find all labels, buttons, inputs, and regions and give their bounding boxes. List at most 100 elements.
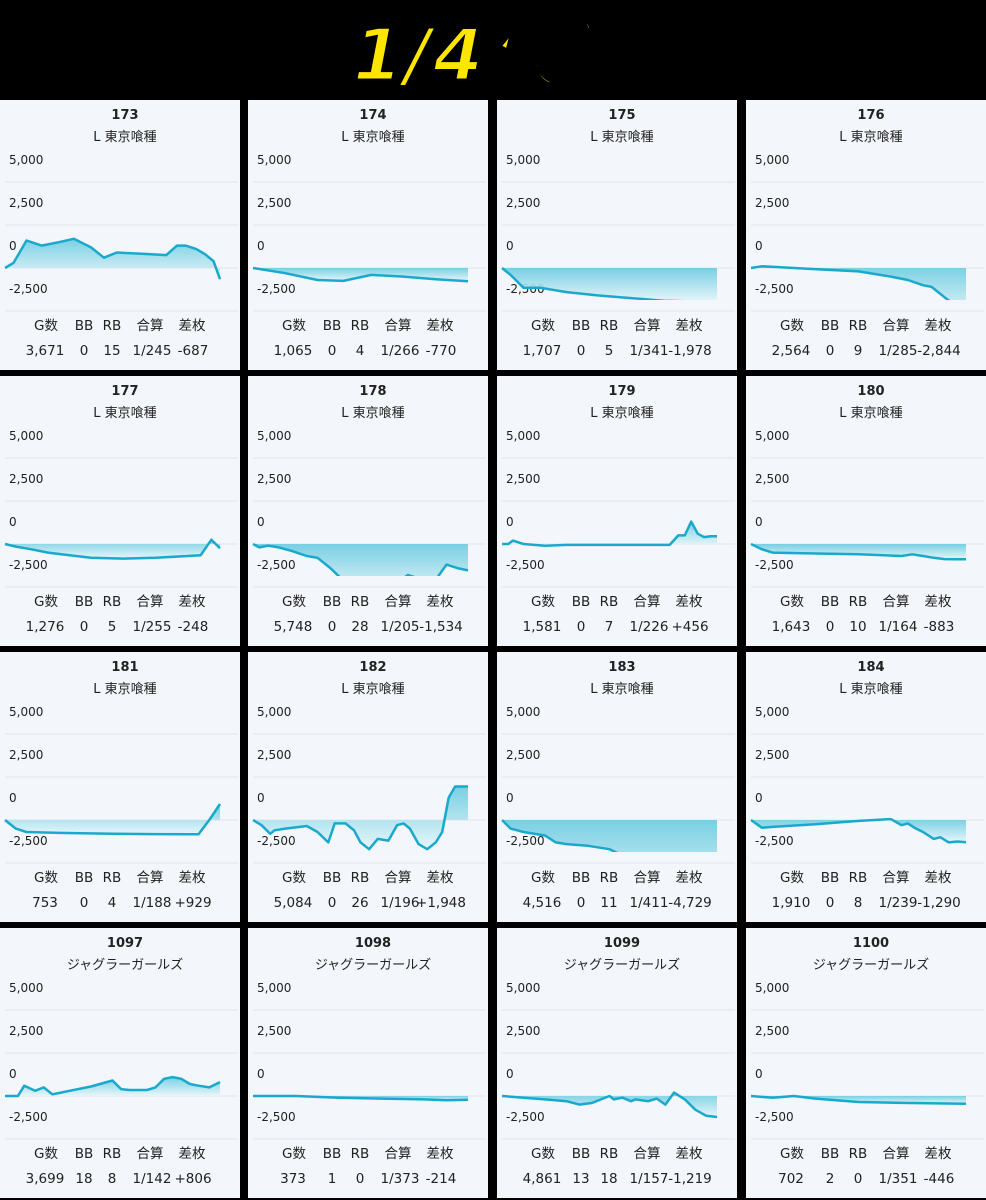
machine-chart: 184 L 東京喰種 5,000 2,500 0 -2,500 G数 BB RB 合算 差枚 1,91…	[750, 660, 984, 911]
stat-value: 26	[351, 895, 368, 911]
stat-value: +929	[174, 895, 211, 911]
area-fill	[253, 544, 468, 576]
stat-header: 差枚	[676, 1146, 704, 1162]
series-line	[750, 542, 966, 561]
stat-value: 4	[108, 895, 117, 911]
machine-card: 183 L 東京喰種 5,000 2,500 0 -2,500 G数 BB RB 合算 差枚 4,51…	[497, 652, 737, 922]
y-tick-label: 5,000	[506, 981, 540, 995]
stat-header: 合算	[883, 1146, 910, 1162]
machine-name: L 東京喰種	[93, 405, 156, 421]
y-tick-label: 5,000	[755, 705, 789, 719]
stat-value: 3,699	[26, 1171, 65, 1187]
stat-header: BB	[572, 318, 591, 334]
machine-name: ジャグラーガールズ	[564, 957, 680, 973]
series-line	[252, 266, 469, 283]
series-line	[252, 542, 469, 576]
stat-value: 0	[826, 343, 835, 359]
machine-name: L 東京喰種	[93, 681, 156, 697]
stat-value: 1/341	[630, 343, 669, 359]
stat-value: -1,534	[419, 619, 463, 635]
y-tick-label: 5,000	[9, 153, 43, 167]
machine-card: 177 L 東京喰種 5,000 2,500 0 -2,500 G数 BB RB 合算 差枚 1,27…	[0, 376, 240, 646]
stat-value: 4,861	[523, 1171, 562, 1187]
stat-value: 0	[80, 619, 89, 635]
y-tick-label: 0	[755, 791, 763, 805]
y-tick-label: 2,500	[755, 196, 789, 210]
stat-header: 差枚	[427, 870, 454, 886]
y-tick-label: 0	[257, 1067, 265, 1081]
area-fill	[502, 820, 717, 852]
stat-header: BB	[572, 594, 591, 610]
series-line	[4, 803, 222, 836]
stat-value: +456	[671, 619, 708, 635]
y-tick-label: 5,000	[506, 705, 540, 719]
stat-value: 1/188	[133, 895, 172, 911]
machine-card: 1100 ジャグラーガールズ 5,000 2,500 0 -2,500 G数 BB RB 合算 差枚…	[746, 928, 986, 1198]
stat-header: G数	[282, 594, 306, 610]
stat-header: RB	[103, 318, 122, 334]
machine-number: 183	[608, 660, 635, 675]
y-tick-label: -2,500	[755, 282, 794, 296]
machine-name: L 東京喰種	[93, 129, 156, 145]
stat-value: 8	[108, 1171, 117, 1187]
stat-header: BB	[821, 870, 840, 886]
y-tick-label: -2,500	[506, 1110, 545, 1124]
y-tick-label: 5,000	[257, 705, 291, 719]
stat-header: 合算	[137, 870, 164, 886]
stat-value: -770	[426, 343, 457, 359]
machine-name: L 東京喰種	[839, 681, 902, 697]
machine-number: 182	[359, 660, 386, 675]
stat-header: 合算	[883, 594, 910, 610]
machine-chart: 182 L 東京喰種 5,000 2,500 0 -2,500 G数 BB RB 合算 差枚 5,08…	[252, 660, 486, 911]
y-tick-label: 0	[755, 239, 763, 253]
y-tick-label: 0	[506, 515, 514, 529]
machine-chart: 1097 ジャグラーガールズ 5,000 2,500 0 -2,500 G数 BB RB 合算 差枚…	[5, 936, 238, 1187]
machine-name: ジャグラーガールズ	[813, 957, 929, 973]
stat-value: 1/245	[133, 343, 172, 359]
stat-value: -1,219	[668, 1171, 712, 1187]
y-tick-label: 5,000	[9, 981, 43, 995]
y-tick-label: -2,500	[9, 834, 48, 848]
machine-number: 176	[857, 108, 884, 123]
y-tick-label: 2,500	[755, 472, 789, 486]
stat-header: BB	[75, 594, 94, 610]
stat-header: 差枚	[676, 594, 704, 610]
stat-header: RB	[849, 1146, 868, 1162]
series-line	[4, 237, 222, 280]
y-tick-label: 2,500	[257, 472, 291, 486]
y-tick-label: 5,000	[257, 981, 291, 995]
y-tick-label: 5,000	[506, 153, 540, 167]
machine-card: 174 L 東京喰種 5,000 2,500 0 -2,500 G数 BB RB 合算 差枚 1,06…	[248, 100, 488, 370]
stat-header: RB	[351, 318, 370, 334]
machine-number: 177	[111, 384, 138, 399]
y-tick-label: 0	[755, 1067, 763, 1081]
stat-header: RB	[103, 594, 122, 610]
stat-value: 0	[577, 619, 586, 635]
y-tick-label: 5,000	[9, 705, 43, 719]
stat-value: 4	[356, 343, 365, 359]
y-tick-label: 2,500	[9, 1024, 43, 1038]
stat-value: 1,707	[523, 343, 562, 359]
stat-header: 合算	[634, 594, 661, 610]
stat-header: 差枚	[179, 870, 206, 886]
stat-header: 差枚	[179, 318, 206, 334]
stat-value: 702	[778, 1171, 804, 1187]
machine-card: 173 L 東京喰種 5,000 2,500 0 -2,500 G数 BB RB 合算 差枚 3,67…	[0, 100, 240, 370]
y-tick-label: -2,500	[257, 558, 296, 572]
series-line	[4, 538, 221, 560]
stat-header: 合算	[385, 1146, 412, 1162]
y-tick-label: 5,000	[755, 429, 789, 443]
y-tick-label: -2,500	[9, 1110, 48, 1124]
stat-value: 0	[328, 619, 337, 635]
y-tick-label: 0	[9, 515, 17, 529]
stat-header: RB	[600, 594, 619, 610]
stat-value: 1/142	[133, 1171, 172, 1187]
stat-header: 差枚	[925, 1146, 953, 1162]
machine-chart: 181 L 東京喰種 5,000 2,500 0 -2,500 G数 BB RB 合算 差枚 753 0…	[4, 660, 238, 911]
stat-header: G数	[531, 594, 555, 610]
stat-header: BB	[75, 1146, 94, 1162]
stat-value: 9	[854, 343, 863, 359]
stat-header: BB	[821, 594, 840, 610]
series-line	[501, 819, 619, 852]
machine-number: 175	[608, 108, 635, 123]
